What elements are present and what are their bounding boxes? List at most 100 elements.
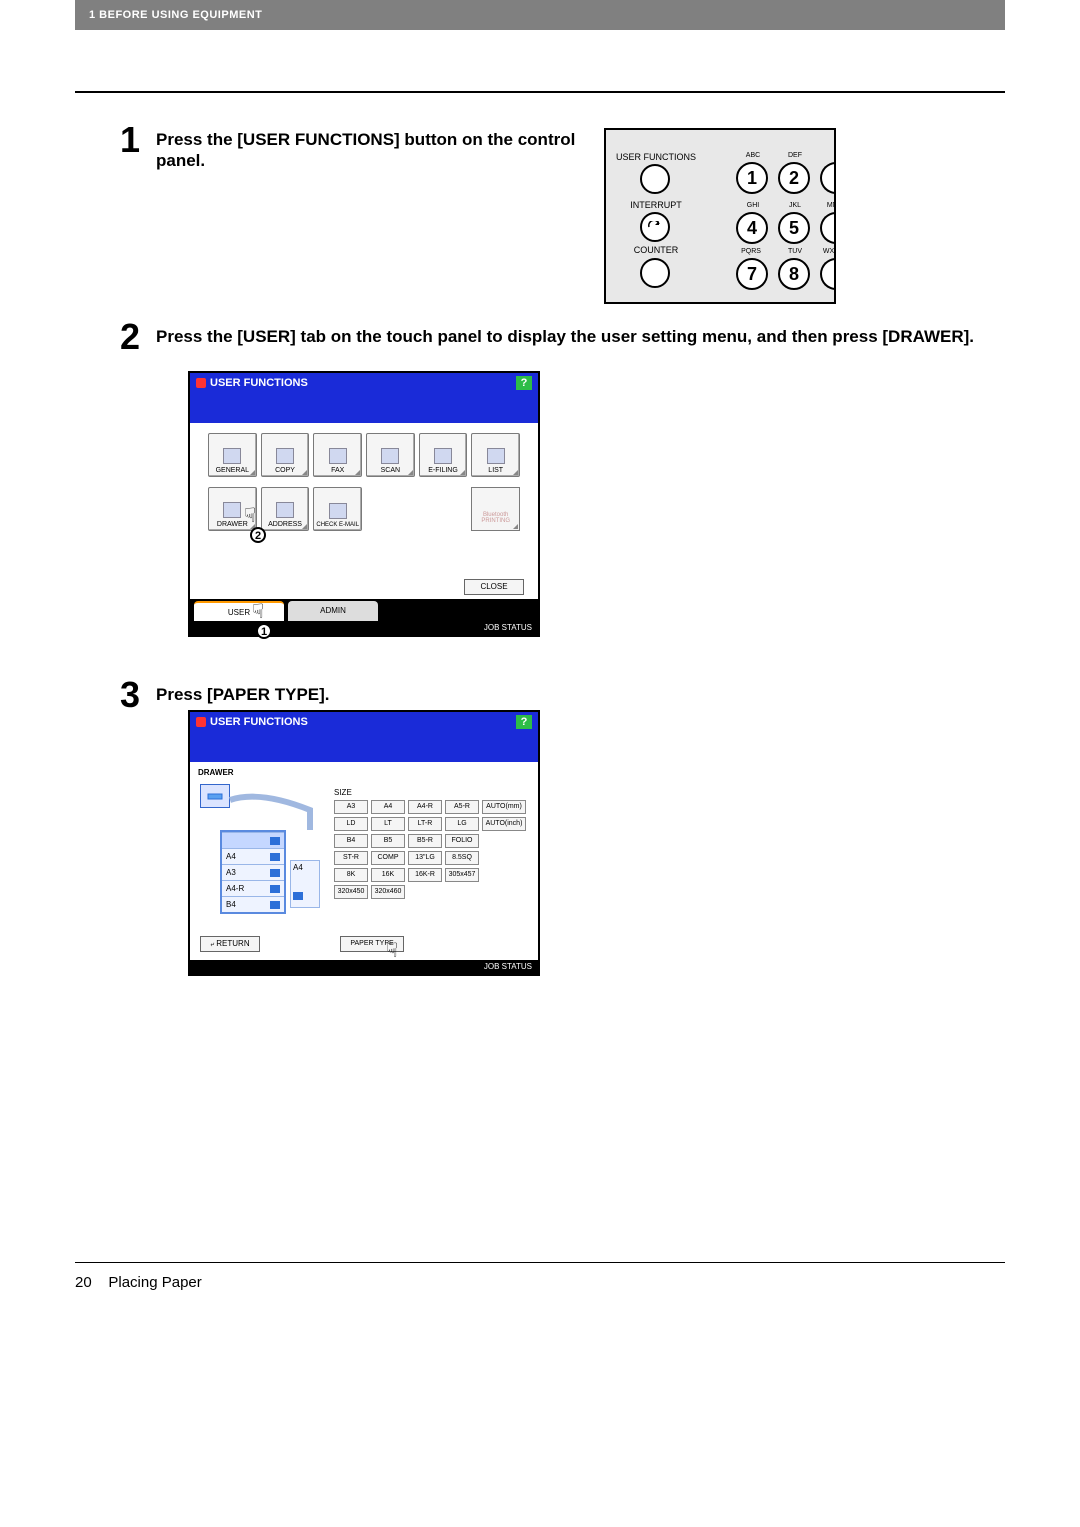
size-btn[interactable]: COMP [371, 851, 405, 865]
help-button[interactable]: ? [516, 376, 532, 390]
size-btn[interactable]: B5 [371, 834, 405, 848]
size-btn[interactable]: ST-R [334, 851, 368, 865]
drawer-row[interactable]: A3 [222, 864, 284, 880]
keypad-4: 4 [736, 212, 768, 244]
callout-2: 2 [250, 527, 266, 543]
size-btn[interactable]: A5-R [445, 800, 479, 814]
rule-bottom [75, 1262, 1005, 1263]
size-btn[interactable]: 305x457 [445, 868, 479, 882]
tab-admin[interactable]: ADMIN [288, 601, 378, 621]
size-btn[interactable]: 8K [334, 868, 368, 882]
size-btn[interactable]: FOLIO [445, 834, 479, 848]
page-footer: 20 Placing Paper [75, 1274, 202, 1291]
size-btn[interactable]: 8.5SQ [445, 851, 479, 865]
btn-efiling[interactable]: E-FILING [419, 433, 468, 477]
address-icon [276, 502, 294, 518]
touch-panel-screenshot-2: USER FUNCTIONS ? DRAWER A4 A3 A4-R B4 A4… [188, 710, 540, 976]
drawer-diagram: A4 A3 A4-R B4 A4 [200, 784, 330, 914]
touch-panel-screenshot-1: USER FUNCTIONS ? GENERAL COPY FAX SCAN E… [188, 371, 540, 637]
size-btn[interactable]: A4-R [408, 800, 442, 814]
section-title: Placing Paper [108, 1274, 201, 1291]
size-grid: A3A4A4-RA5-RAUTO(mm) LDLTLT-RLGAUTO(inch)… [334, 800, 526, 902]
return-button[interactable]: ⤶ RETURN [200, 936, 260, 952]
size-btn[interactable]: AUTO(mm) [482, 800, 526, 814]
size-btn[interactable]: 320x450 [334, 885, 368, 899]
logo-icon [196, 378, 206, 388]
logo-icon [196, 717, 206, 727]
drawer-label: DRAWER [198, 768, 530, 777]
fax-icon [329, 448, 347, 464]
size-label: SIZE [334, 788, 352, 797]
callout-1: 1 [256, 623, 272, 639]
page-number: 20 [75, 1274, 92, 1291]
drawer-row[interactable]: B4 [222, 896, 284, 912]
rule-top [75, 91, 1005, 93]
screen-title-bar: USER FUNCTIONS ? [190, 712, 538, 732]
size-btn[interactable]: AUTO(inch) [482, 817, 526, 831]
screen-title-bar: USER FUNCTIONS ? [190, 373, 538, 393]
size-btn[interactable]: 16K-R [408, 868, 442, 882]
menu-row-1: GENERAL COPY FAX SCAN E-FILING LIST [190, 423, 538, 477]
step-number: 3 [120, 674, 140, 716]
screen-footer: JOB STATUS [190, 621, 538, 635]
button-counter [640, 258, 670, 288]
drawer-icon [223, 502, 241, 518]
close-button[interactable]: CLOSE [464, 579, 524, 595]
size-btn[interactable]: LG [445, 817, 479, 831]
btn-bluetooth-printing[interactable]: Bluetooth PRINTING [471, 487, 520, 531]
btn-fax[interactable]: FAX [313, 433, 362, 477]
btn-copy[interactable]: COPY [261, 433, 310, 477]
keypad-8: 8 [778, 258, 810, 290]
keypad-sub-wxyz: WXYZ [818, 248, 836, 255]
keypad-sub-tuv: TUV [780, 248, 810, 255]
drawer-row[interactable] [222, 832, 284, 848]
step-text: Press [PAPER TYPE]. [156, 684, 330, 705]
keypad-1: 1 [736, 162, 768, 194]
btn-check-email[interactable]: CHECK E-MAIL [313, 487, 362, 531]
paper-type-button[interactable]: PAPER TYPE [340, 936, 404, 952]
button-interrupt [640, 212, 670, 242]
blue-banner [190, 732, 538, 762]
size-btn[interactable]: 16K [371, 868, 405, 882]
label-counter: COUNTER [616, 245, 696, 255]
general-icon [223, 448, 241, 464]
menu-row-2: DRAWER ADDRESS CHECK E-MAIL Bluetooth PR… [190, 477, 538, 531]
keypad-sub-abc: ABC [738, 152, 768, 159]
size-btn[interactable]: 13"LG [408, 851, 442, 865]
keypad-sub-pqrs: PQRS [736, 248, 766, 255]
label-user-functions: USER FUNCTIONS [616, 152, 696, 162]
size-btn[interactable]: LT-R [408, 817, 442, 831]
keypad-sub-mno: MNO [820, 202, 836, 209]
size-btn[interactable]: B5-R [408, 834, 442, 848]
size-btn[interactable]: LT [371, 817, 405, 831]
btn-general[interactable]: GENERAL [208, 433, 257, 477]
size-btn[interactable]: B4 [334, 834, 368, 848]
step-text: Press the [USER FUNCTIONS] button on the… [156, 129, 626, 172]
screen-footer: JOB STATUS [190, 960, 538, 974]
step-number: 1 [120, 119, 140, 161]
drawer-row[interactable]: A4 [222, 848, 284, 864]
size-btn[interactable]: A4 [371, 800, 405, 814]
keypad-9-partial [820, 258, 836, 290]
keypad-sub-ghi: GHI [738, 202, 768, 209]
step-text: Press the [USER] tab on the touch panel … [156, 326, 974, 347]
drawer-stack: A4 A3 A4-R B4 [220, 830, 286, 914]
keypad-3-partial [820, 162, 836, 194]
btn-address[interactable]: ADDRESS [261, 487, 310, 531]
control-panel-illustration: USER FUNCTIONS INTERRUPT COUNTER ABC DEF… [604, 128, 836, 304]
drawer-row[interactable]: A4-R [222, 880, 284, 896]
step-number: 2 [120, 316, 140, 358]
btn-drawer[interactable]: DRAWER [208, 487, 257, 531]
btn-list[interactable]: LIST [471, 433, 520, 477]
size-btn[interactable]: LD [334, 817, 368, 831]
btn-scan[interactable]: SCAN [366, 433, 415, 477]
efiling-icon [434, 448, 452, 464]
size-btn[interactable]: 320x460 [371, 885, 405, 899]
email-icon [329, 503, 347, 519]
tab-user[interactable]: USER [194, 601, 284, 621]
keypad-sub-jkl: JKL [780, 202, 810, 209]
size-btn[interactable]: A3 [334, 800, 368, 814]
help-button[interactable]: ? [516, 715, 532, 729]
lcf-drawer[interactable]: A4 [290, 860, 320, 908]
label-interrupt: INTERRUPT [616, 200, 696, 210]
